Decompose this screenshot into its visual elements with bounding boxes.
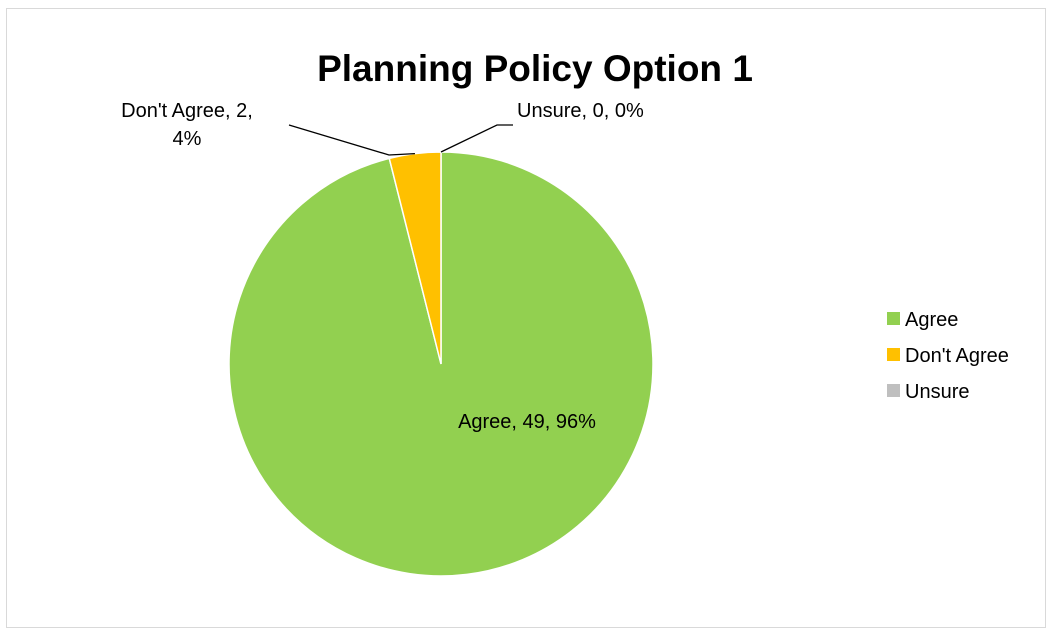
leader-line-don-t-agree [288,124,415,156]
pie-slice-don-t-agree [388,151,442,365]
legend-label-don-t-agree: Don't Agree [905,345,1009,367]
data-label-don-t-agree: Don't Agree, 2, 4% [121,100,253,150]
leader-line-unsure [440,124,513,153]
pie-slices [228,151,654,577]
pie-chart: Planning Policy Option 1 Agree, 49, 96% D… [121,48,1009,577]
legend-swatch-unsure [887,384,900,397]
data-label-unsure: Unsure, 0, 0% [517,100,644,122]
chart-title: Planning Policy Option 1 [317,48,753,89]
legend-label-agree: Agree [905,309,958,331]
chart-area: Planning Policy Option 1 Agree, 49, 96% D… [6,8,1046,628]
leader-lines [288,124,513,156]
legend-swatch-agree [887,312,900,325]
data-label-agree: Agree, 49, 96% [458,411,596,433]
legend-label-unsure: Unsure [905,381,969,403]
legend-swatch-don-t-agree [887,348,900,361]
data-labels: Agree, 49, 96% Don't Agree, 2, 4% Unsure, 0… [121,100,644,433]
legend: Agree Don't Agree Unsure [887,309,1009,403]
